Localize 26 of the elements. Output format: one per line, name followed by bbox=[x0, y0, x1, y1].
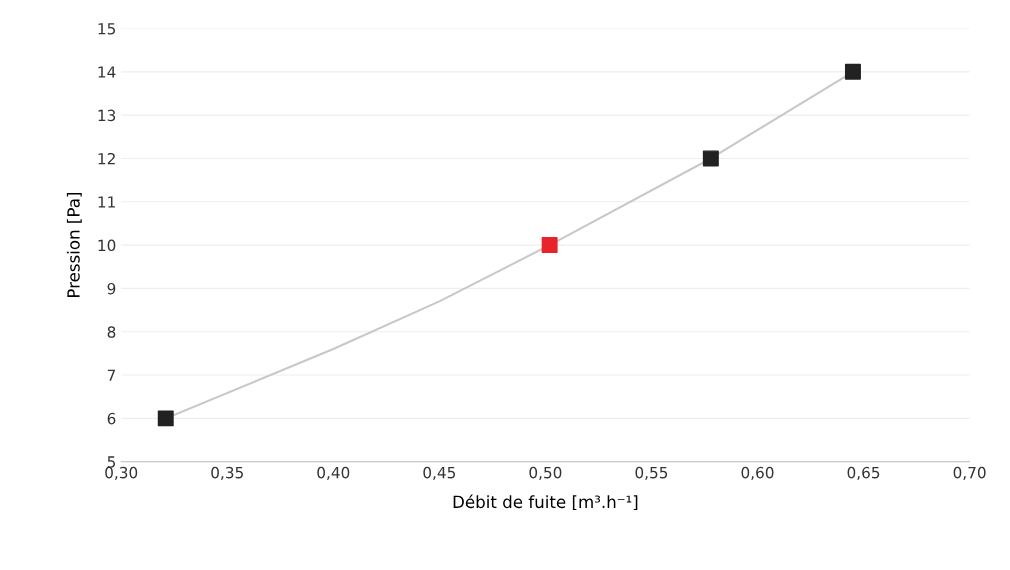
y-tick-label: 8 bbox=[107, 326, 116, 338]
x-tick-label: 0,65 bbox=[847, 466, 880, 480]
y-tick-label: 5 bbox=[107, 456, 115, 468]
point bbox=[157, 410, 174, 427]
y-tick-label: 15 bbox=[98, 23, 115, 35]
x-tick-label: 0,30 bbox=[105, 466, 138, 480]
x-tick-label: 0,45 bbox=[423, 466, 456, 480]
y-tick-label: 7 bbox=[107, 369, 116, 381]
y-tick-label: 11 bbox=[98, 196, 115, 208]
y-tick-label: 14 bbox=[98, 66, 116, 78]
point bbox=[541, 237, 558, 254]
y-tick-label: 9 bbox=[107, 282, 116, 295]
x-tick-label: 0,70 bbox=[953, 466, 986, 480]
y-tick-label: 10 bbox=[98, 239, 116, 252]
point bbox=[844, 63, 861, 80]
point bbox=[702, 150, 719, 167]
x-tick-label: 0,50 bbox=[529, 466, 562, 480]
y-tick-label: 12 bbox=[98, 152, 115, 165]
y-tick-label: 13 bbox=[98, 109, 116, 122]
x-tick-label: 0,35 bbox=[211, 466, 243, 480]
y-tick-label: 6 bbox=[107, 412, 116, 425]
x-axis-title: Débit de fuite [m³.h⁻¹] bbox=[453, 494, 638, 511]
x-tick-label: 0,60 bbox=[741, 466, 774, 480]
x-tick-label: 0,55 bbox=[635, 466, 668, 480]
x-tick-label: 0,40 bbox=[317, 466, 350, 480]
y-axis-title: Pression [Pa] bbox=[66, 193, 82, 297]
